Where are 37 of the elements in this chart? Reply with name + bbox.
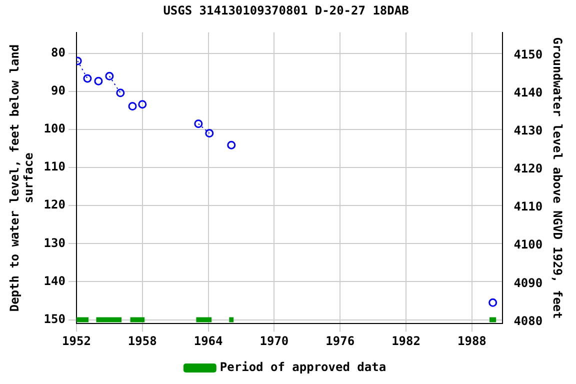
- point: [138, 100, 147, 109]
- y2-tick-label: 4080: [514, 314, 543, 328]
- y2-tick-label: 4090: [514, 276, 543, 290]
- point: [205, 129, 214, 138]
- point: [488, 298, 498, 307]
- y-tick-label: 120: [44, 198, 66, 212]
- legend-label: Period of approved data: [220, 360, 386, 374]
- y-tick-label: 80: [51, 45, 66, 60]
- x-tick-label: 1958: [128, 334, 157, 348]
- y2-tick-label: 4120: [514, 162, 543, 176]
- point: [105, 72, 114, 80]
- y-tick-label: 150: [44, 312, 66, 326]
- point: [83, 74, 92, 83]
- x-tick-label: 1970: [260, 334, 289, 348]
- y2-axis-title: Groundwater level above NGVD 1929, feet: [550, 37, 565, 319]
- point: [116, 88, 125, 98]
- y2-tick-label: 4110: [514, 200, 543, 214]
- y-axis-title: Depth to water level, feet below land surface: [7, 44, 36, 312]
- y2-tick-label: 4140: [514, 85, 543, 100]
- x-tick-label: 1952: [62, 334, 91, 348]
- y-tick-label: 90: [51, 84, 66, 98]
- y2-tick-label: 4100: [514, 238, 543, 252]
- x-tick-label: 1982: [392, 334, 420, 348]
- y-tick-label: 130: [44, 236, 66, 250]
- y2-tick-label: 4130: [514, 123, 543, 138]
- x-tick-label: 1988: [457, 334, 486, 348]
- y-tick-label: 140: [44, 274, 66, 288]
- chart-title: USGS 314130109370801 D-20-27 18DAB: [163, 3, 409, 18]
- y-tick-label: 110: [44, 160, 66, 174]
- y2-tick-label: 4150: [514, 47, 543, 62]
- point: [227, 140, 236, 150]
- y-tick-label: 100: [44, 122, 66, 136]
- x-tick-label: 1976: [326, 334, 355, 348]
- x-tick-label: 1964: [194, 334, 223, 348]
- point: [194, 120, 203, 128]
- point: [94, 76, 103, 86]
- point: [128, 102, 137, 110]
